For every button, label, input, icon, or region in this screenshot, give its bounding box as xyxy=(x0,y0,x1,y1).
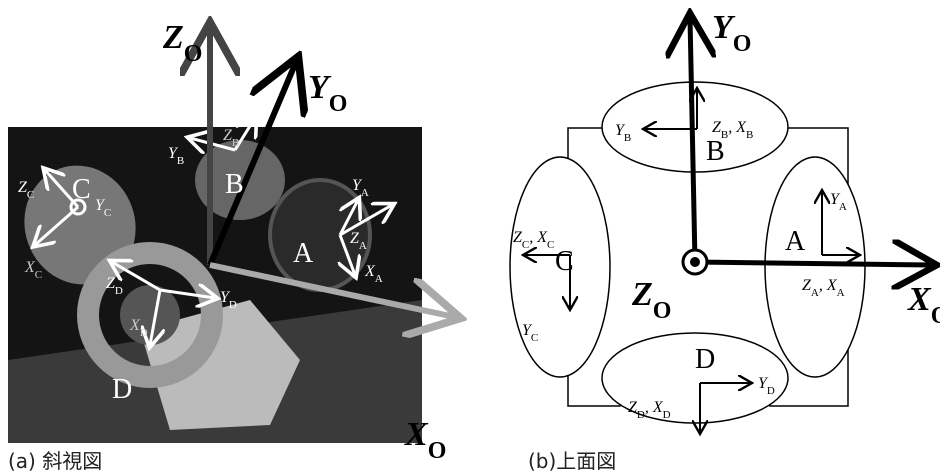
label-text: , X xyxy=(645,399,664,416)
axis-label: YO xyxy=(308,69,347,117)
axis-label: C xyxy=(555,246,574,277)
label-subscript: C xyxy=(522,239,529,251)
label-subscript: O xyxy=(184,41,203,67)
label-subscript: C xyxy=(35,269,42,281)
label-subscript: A xyxy=(839,201,847,213)
axis-label: A xyxy=(785,226,806,257)
label-text: D xyxy=(695,344,715,375)
axis-xo-top xyxy=(695,262,932,265)
label-subscript: O xyxy=(428,438,447,464)
label-subscript: B xyxy=(746,129,753,141)
label-text: A xyxy=(785,226,806,257)
label-subscript: C xyxy=(547,239,554,251)
axis-label: D xyxy=(695,344,715,375)
label-subscript: A xyxy=(811,287,819,299)
axis-label: C xyxy=(72,174,91,205)
label-subscript: O xyxy=(329,91,348,117)
axis-label: XO xyxy=(404,416,446,464)
axis-label: A xyxy=(293,238,314,269)
label-text: , X xyxy=(819,277,838,294)
label-subscript: C xyxy=(531,332,538,344)
caption-a: (a) 斜視図 xyxy=(8,449,102,473)
label-text: C xyxy=(72,174,91,205)
label-text: Z xyxy=(631,276,653,313)
label-subscript: D xyxy=(637,409,645,421)
motor-d-core xyxy=(120,285,180,345)
figure: ZOYOXOZBYBBCZCYCXCYAZAAXAZDYDXDD YOZB, X… xyxy=(0,0,940,475)
label-text: X xyxy=(907,281,932,318)
label-text: B xyxy=(225,169,244,200)
label-subscript: B xyxy=(624,132,631,144)
label-subscript: C xyxy=(27,189,34,201)
label-subscript: D xyxy=(140,327,148,339)
axis-label: ZO xyxy=(162,19,202,67)
axis-label: ZO xyxy=(631,276,671,324)
label-text: D xyxy=(112,374,132,405)
label-subscript: O xyxy=(733,31,752,57)
label-subscript: D xyxy=(115,285,123,297)
label-text: Z xyxy=(162,19,184,56)
label-subscript: O xyxy=(931,303,940,329)
label-text: X xyxy=(404,416,429,453)
label-subscript: A xyxy=(837,287,845,299)
label-subscript: B xyxy=(232,137,239,149)
label-subscript: A xyxy=(359,240,367,252)
label-text: , X xyxy=(529,229,548,246)
label-subscript: O xyxy=(653,298,672,324)
label-text: , X xyxy=(728,119,747,136)
label-text: A xyxy=(293,238,314,269)
label-subscript: C xyxy=(104,207,111,219)
label-subscript: A xyxy=(361,187,369,199)
axis-label: B xyxy=(706,136,725,167)
origin-dot xyxy=(690,257,700,267)
label-text: C xyxy=(555,246,574,277)
axis-yo-top xyxy=(690,18,695,262)
label-subscript: A xyxy=(375,273,383,285)
label-subscript: D xyxy=(229,299,237,311)
axis-label: D xyxy=(112,374,132,405)
label-subscript: D xyxy=(663,409,671,421)
label-text: B xyxy=(706,136,725,167)
label-subscript: B xyxy=(177,155,184,167)
axis-label: B xyxy=(225,169,244,200)
label-subscript: D xyxy=(767,385,775,397)
axis-label: XO xyxy=(907,281,940,329)
caption-b: (b)上面図 xyxy=(528,449,616,473)
axis-label: YO xyxy=(712,9,751,57)
